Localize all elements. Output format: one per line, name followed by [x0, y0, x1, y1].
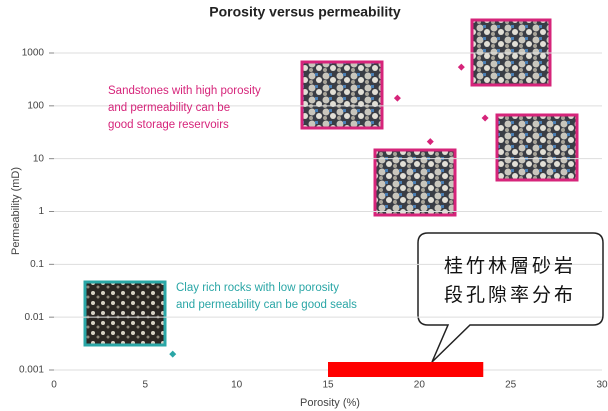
annotation: Sandstones with high porosity [108, 85, 261, 97]
point [169, 350, 177, 358]
callout-text: 桂竹林層砂岩 [444, 255, 576, 277]
x-tick-label: 30 [596, 380, 608, 391]
callout-text: 段孔隙率分布 [444, 284, 576, 306]
x-axis-title: Porosity (%) [300, 397, 360, 409]
point [457, 63, 465, 71]
x-tick-label: 5 [143, 380, 149, 391]
chart-title: Porosity versus permeability [209, 4, 401, 20]
x-tick-label: 25 [505, 380, 517, 391]
x-tick-label: 20 [414, 380, 426, 391]
y-tick-label: 0.01 [25, 312, 45, 323]
point [481, 114, 489, 122]
y-axis-title: Permeability (mD) [10, 167, 22, 255]
y-tick-label: 0.1 [30, 259, 44, 270]
annotation: Clay rich rocks with low porosity [176, 282, 339, 294]
x-tick-label: 0 [51, 380, 57, 391]
y-tick-label: 1000 [22, 48, 45, 59]
x-tick-label: 10 [231, 380, 243, 391]
annotation: and permeability can be good seals [176, 299, 357, 311]
y-tick-label: 0.001 [19, 365, 44, 376]
highlight-range [328, 362, 484, 377]
callout-bubble [417, 232, 604, 363]
y-tick-label: 100 [27, 100, 44, 111]
y-tick-label: 10 [33, 153, 45, 164]
point [426, 138, 434, 146]
point [393, 94, 401, 102]
y-tick-label: 1 [38, 206, 44, 217]
photos [83, 18, 579, 347]
annotation: and permeability can be [108, 102, 230, 114]
x-tick-label: 15 [322, 380, 334, 391]
annotation: good storage reservoirs [108, 119, 229, 131]
